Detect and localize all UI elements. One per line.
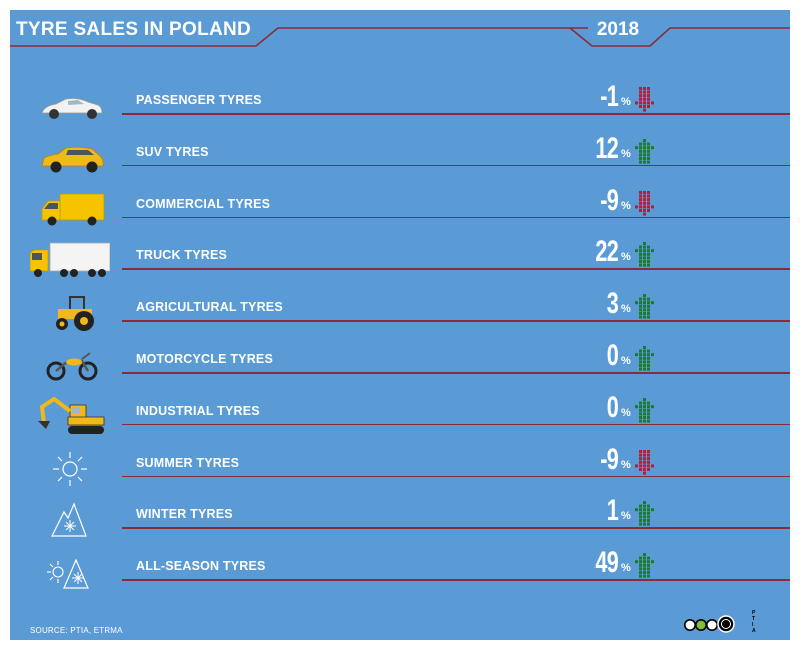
percent-unit: % <box>621 562 631 575</box>
category-label: WINTER TYRES <box>136 507 233 522</box>
category-label: COMMERCIAL TYRES <box>136 196 271 211</box>
change-value: 49 <box>595 546 618 580</box>
year-label: 2018 <box>596 19 640 40</box>
row-divider <box>122 268 790 270</box>
sun-icon <box>30 449 110 489</box>
category-row: PASSENGER TYRES -1% <box>10 80 790 134</box>
header-decoration <box>10 27 790 47</box>
infographic-card: TYRE SALES IN POLAND 2018 PASSENGER TYRE… <box>10 10 790 640</box>
van-icon <box>30 190 110 230</box>
sun-snow-mountain-icon <box>30 552 110 592</box>
row-divider <box>122 372 790 374</box>
percent-unit: % <box>621 199 631 212</box>
percent-unit: % <box>621 303 631 316</box>
tractor-icon <box>30 293 110 333</box>
excavator-icon <box>30 396 110 437</box>
trend-up-arrow-icon <box>634 552 654 578</box>
trend-up-arrow-icon <box>634 138 654 164</box>
row-divider <box>122 579 790 581</box>
change-value: -9 <box>600 183 618 217</box>
category-row: TRUCK TYRES 22% <box>10 235 790 289</box>
trend-up-arrow-icon <box>634 500 654 526</box>
change-value: 22 <box>595 235 618 269</box>
percent-unit: % <box>621 355 631 367</box>
row-divider <box>122 113 790 115</box>
page-title: TYRE SALES IN POLAND <box>16 19 252 40</box>
trend-up-arrow-icon <box>634 241 654 267</box>
category-label: MOTORCYCLE TYRES <box>136 352 274 366</box>
category-label: ALL-SEASON TYRES <box>136 559 266 574</box>
category-row: MOTORCYCLE TYRES 0% <box>10 339 790 393</box>
trend-up-arrow-icon <box>634 345 654 371</box>
snowflake-mountain-icon <box>30 500 110 540</box>
category-row: ALL-SEASON TYRES 49% <box>10 546 790 600</box>
category-row: WINTER TYRES 1% <box>10 494 790 548</box>
percent-unit: % <box>621 251 631 264</box>
change-value: 0 <box>606 339 619 372</box>
row-divider <box>122 164 790 167</box>
trend-down-arrow-icon <box>634 190 654 216</box>
percent-unit: % <box>621 458 631 471</box>
category-row: AGRICULTURAL TYRES 3% <box>10 287 790 341</box>
motorcycle-icon <box>30 345 110 385</box>
change-value: -9 <box>600 442 618 476</box>
row-divider <box>122 423 790 426</box>
change-value: 3 <box>606 287 619 321</box>
category-label: TRUCK TYRES <box>136 248 228 263</box>
truck-icon <box>29 241 111 281</box>
row-divider <box>122 527 790 529</box>
change-value: 1 <box>606 494 619 528</box>
category-label: PASSENGER TYRES <box>136 93 262 107</box>
change-value: 0 <box>606 390 619 424</box>
change-value: -1 <box>600 80 618 113</box>
source-note: SOURCE: PTIA, ETRMA <box>30 626 123 635</box>
change-value: 12 <box>595 131 618 165</box>
passenger-car-icon <box>30 86 110 126</box>
category-row: INDUSTRIAL TYRES 0% <box>10 390 790 445</box>
category-row: SUMMER TYRES -9% <box>10 442 790 497</box>
trend-up-arrow-icon <box>634 397 654 423</box>
row-divider <box>122 216 790 219</box>
trend-down-arrow-icon <box>634 449 654 475</box>
row-divider <box>122 320 790 322</box>
percent-unit: % <box>621 406 631 419</box>
percent-unit: % <box>621 147 631 160</box>
category-row: SUV TYRES 12% <box>10 131 790 186</box>
trend-up-arrow-icon <box>634 293 654 319</box>
category-label: SUMMER TYRES <box>136 455 240 470</box>
ptia-logo <box>684 615 735 633</box>
trend-down-arrow-icon <box>634 86 654 112</box>
category-label: AGRICULTURAL TYRES <box>136 300 283 315</box>
percent-unit: % <box>621 96 631 108</box>
category-label: SUV TYRES <box>136 144 209 159</box>
logo-wordmark: P T I A <box>752 610 756 634</box>
percent-unit: % <box>621 510 631 523</box>
suv-icon <box>30 138 110 178</box>
category-row: COMMERCIAL TYRES -9% <box>10 183 790 238</box>
row-divider <box>122 475 790 478</box>
category-label: INDUSTRIAL TYRES <box>136 403 260 418</box>
